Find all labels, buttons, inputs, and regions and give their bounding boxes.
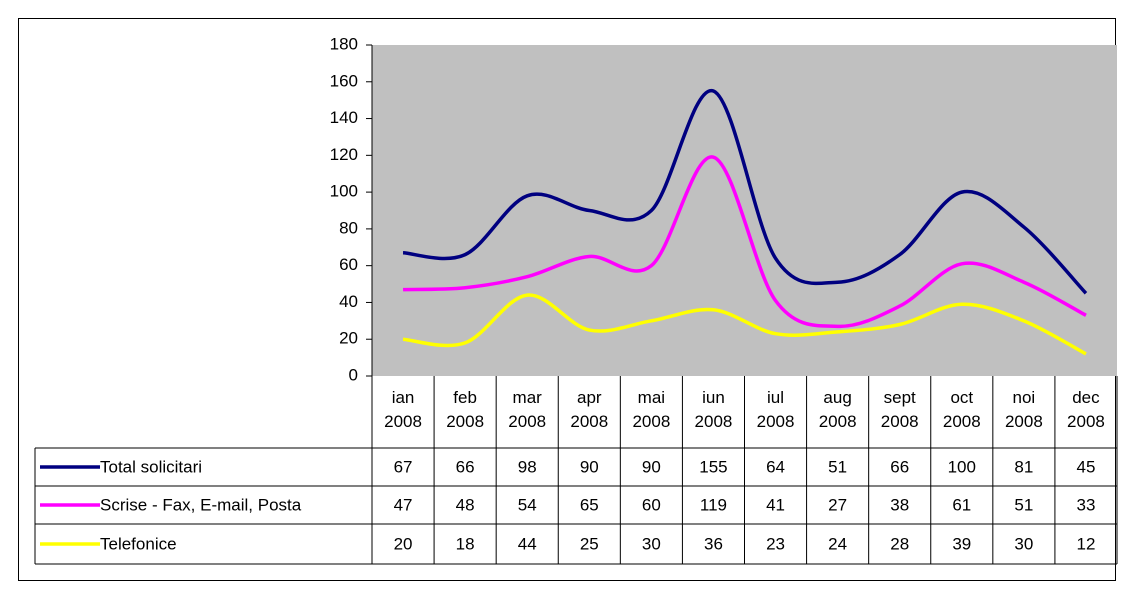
x-tick-label: feb 2008 [434, 386, 496, 434]
table-value: 30 [1014, 534, 1033, 553]
table-value: 28 [890, 534, 909, 553]
x-tick-text: feb 2008 [446, 388, 485, 431]
table-value: 45 [1076, 457, 1095, 476]
table-value: 90 [580, 457, 599, 476]
table-value: 66 [890, 457, 909, 476]
x-tick-text: noi 2008 [1004, 388, 1043, 431]
table-value: 64 [766, 457, 785, 476]
x-tick-text: apr 2008 [570, 388, 609, 431]
y-tick-label: 160 [330, 71, 358, 90]
x-tick-text: mai 2008 [632, 388, 671, 431]
table-value: 25 [580, 534, 599, 553]
x-tick-label: dec 2008 [1055, 386, 1117, 434]
legend-label: Scrise - Fax, E-mail, Posta [100, 495, 302, 514]
table-value: 51 [1014, 495, 1033, 514]
table-value: 66 [456, 457, 475, 476]
y-tick-label: 20 [339, 329, 358, 348]
table-value: 90 [642, 457, 661, 476]
x-tick-text: ian 2008 [384, 388, 422, 431]
table-value: 23 [766, 534, 785, 553]
y-tick-label: 40 [339, 292, 358, 311]
series-line [402, 155, 1087, 329]
series-line [402, 89, 1088, 295]
y-tick-label: 180 [330, 34, 358, 53]
table-value: 44 [518, 534, 537, 553]
x-tick-label: noi 2008 [993, 386, 1055, 434]
table-value: 65 [580, 495, 599, 514]
x-tick-label: ian 2008 [372, 386, 434, 434]
table-value: 48 [456, 495, 475, 514]
x-tick-text: dec 2008 [1067, 388, 1105, 431]
y-tick-label: 100 [330, 182, 358, 201]
table-value: 20 [394, 534, 413, 553]
table-value: 18 [456, 534, 475, 553]
y-tick-label: 120 [330, 145, 358, 164]
x-tick-label: mar 2008 [496, 386, 558, 434]
table-value: 24 [828, 534, 847, 553]
y-tick-label: 140 [330, 108, 358, 127]
y-tick-label: 80 [339, 218, 358, 237]
table-value: 60 [642, 495, 661, 514]
x-tick-text: oct 2008 [942, 388, 981, 431]
table-value: 33 [1076, 495, 1095, 514]
table-value: 27 [828, 495, 847, 514]
x-tick-label: oct 2008 [931, 386, 993, 434]
x-tick-label: aug 2008 [807, 386, 869, 434]
table-value: 30 [642, 534, 661, 553]
table-value: 47 [394, 495, 413, 514]
table-value: 98 [518, 457, 537, 476]
legend-label: Telefonice [100, 534, 177, 553]
legend-label: Total solicitari [100, 457, 202, 476]
table-value: 100 [948, 457, 976, 476]
y-tick-label: 0 [349, 365, 358, 384]
x-tick-label: iul 2008 [745, 386, 807, 434]
table-value: 36 [704, 534, 723, 553]
x-tick-text: mar 2008 [508, 388, 547, 431]
x-tick-text: iul 2008 [756, 388, 795, 431]
table-value: 155 [699, 457, 727, 476]
x-tick-label: mai 2008 [620, 386, 682, 434]
x-tick-text: sept 2008 [880, 388, 919, 431]
table-value: 12 [1076, 534, 1095, 553]
table-value: 61 [952, 495, 971, 514]
x-tick-text: aug 2008 [818, 388, 857, 431]
table-value: 38 [890, 495, 909, 514]
table-value: 81 [1014, 457, 1033, 476]
x-tick-text: iun 2008 [694, 388, 733, 431]
series-line [402, 293, 1087, 356]
table-value: 67 [394, 457, 413, 476]
table-value: 54 [518, 495, 537, 514]
x-tick-label: iun 2008 [682, 386, 744, 434]
table-value: 51 [828, 457, 847, 476]
table-value: 39 [952, 534, 971, 553]
x-tick-label: sept 2008 [869, 386, 931, 434]
x-tick-label: apr 2008 [558, 386, 620, 434]
y-tick-label: 60 [339, 255, 358, 274]
table-value: 41 [766, 495, 785, 514]
table-value: 119 [700, 495, 727, 514]
